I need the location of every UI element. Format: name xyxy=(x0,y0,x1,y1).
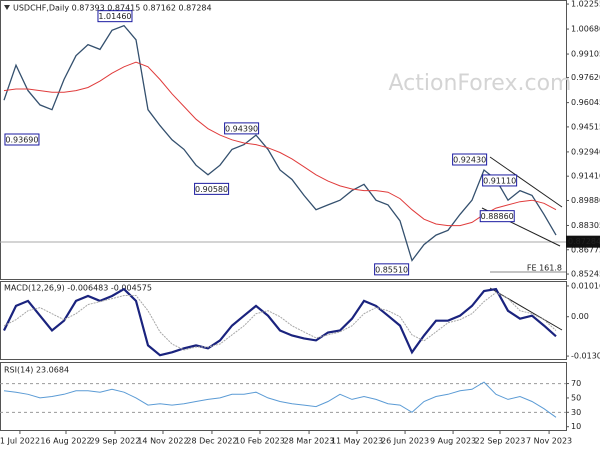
annotation-box xyxy=(4,133,40,146)
x-tick-label: 26 Jun 2023 xyxy=(381,437,429,446)
x-tick-label: 9 Aug 2023 xyxy=(430,437,476,446)
annotation-label: 0.88860 xyxy=(481,212,514,221)
y-tick-label: 0.85245 xyxy=(571,270,600,279)
channel-upper xyxy=(489,156,563,208)
macd-title: MACD(12,26,9) -0.006483 -0.004575 xyxy=(4,284,152,293)
x-tick-label: 14 Nov 2022 xyxy=(137,437,188,446)
y-tick-label: 0.94515 xyxy=(571,122,600,131)
watermark: ActionForex.com xyxy=(389,71,572,96)
last-price-label: 0.87284 xyxy=(568,237,600,246)
annotation-label: 0.94390 xyxy=(225,124,258,133)
annotation-box xyxy=(224,122,260,135)
y-tick-label: 0.86775 xyxy=(571,245,600,254)
title-icon xyxy=(4,5,10,10)
series-line xyxy=(3,381,557,418)
x-tick-label: 11 May 2023 xyxy=(331,437,383,446)
fib-label: FE 161.8 xyxy=(527,264,562,273)
y-tick-label: 0.96045 xyxy=(571,98,600,107)
x-tick-label: 1 Jul 2022 xyxy=(0,437,40,446)
annotation-box xyxy=(452,153,488,166)
annotation-box xyxy=(97,10,133,23)
price-frame xyxy=(0,0,567,280)
y-tick-label: 0.99105 xyxy=(571,50,600,59)
annotation-label: 0.92430 xyxy=(453,156,486,165)
annotation-box xyxy=(482,174,518,187)
chart-title: USDCHF,Daily 0.87393 0.87415 0.87162 0.8… xyxy=(13,4,212,13)
annotation-label: 0.90580 xyxy=(195,185,228,194)
x-tick-label: 10 Feb 2023 xyxy=(235,437,285,446)
annotation-label: 0.85510 xyxy=(375,265,408,274)
y-tick-label: 0.88305 xyxy=(571,221,600,230)
last-price-box xyxy=(566,235,600,248)
x-tick-label: 7 Nov 2023 xyxy=(526,437,572,446)
y-tick-label: 50 xyxy=(571,393,581,402)
panel-frames xyxy=(0,0,567,431)
series-line xyxy=(3,24,557,262)
rsi-frame xyxy=(0,362,567,431)
y-tick-label: 0.00 xyxy=(571,312,589,321)
x-tick-label: 28 Dec 2022 xyxy=(186,437,237,446)
annotation-label: 0.93690 xyxy=(5,136,38,145)
annotation-box xyxy=(374,263,410,276)
annotation-label: 1.01460 xyxy=(98,12,131,21)
x-tick-label: 16 Aug 2022 xyxy=(40,437,91,446)
y-tick-label: -0.013006 xyxy=(571,352,600,361)
annotation-box xyxy=(479,210,515,223)
series-line xyxy=(3,61,557,227)
annotation-box xyxy=(194,182,230,195)
y-tick-label: 30 xyxy=(571,408,581,417)
rsi-title: RSI(14) 23.0684 xyxy=(4,366,69,375)
y-tick-label: 0.010166 xyxy=(571,281,600,290)
macd-frame xyxy=(0,281,567,360)
x-tick-label: 28 Mar 2023 xyxy=(284,437,335,446)
y-tick-label: 1.02255 xyxy=(571,0,600,9)
series-line xyxy=(3,287,557,357)
y-tick-label: 10 xyxy=(571,422,581,431)
x-tick-label: 22 Sep 2023 xyxy=(475,437,526,446)
annotation-label: 0.91110 xyxy=(483,176,516,185)
y-tick-label: 70 xyxy=(571,379,581,388)
series-line xyxy=(3,291,557,351)
x-tick-label: 29 Sep 2022 xyxy=(90,437,141,446)
